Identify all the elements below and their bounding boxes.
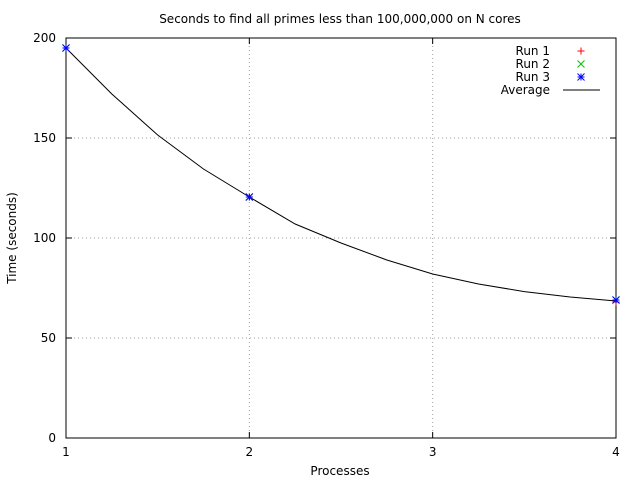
legend-swatch	[577, 73, 585, 81]
y-tick-label: 150	[33, 131, 56, 145]
legend-label: Average	[501, 83, 550, 97]
point-run-3	[245, 193, 254, 201]
legend-label: Run 3	[516, 70, 550, 84]
point-run-3	[612, 296, 620, 304]
x-tick-label: 1	[62, 445, 70, 459]
y-tick-label: 50	[41, 331, 56, 345]
point-run-3	[62, 44, 70, 52]
legend-swatch	[577, 60, 585, 68]
y-axis-label: Time (seconds)	[5, 192, 19, 285]
x-tick-label: 2	[246, 445, 254, 459]
axis-ticks: 0 50 100 150 200 1 2 3 4	[33, 31, 620, 459]
x-axis-label: Processes	[310, 464, 369, 478]
y-tick-label: 0	[48, 431, 56, 445]
y-tick-label: 100	[33, 231, 56, 245]
x-tick-label: 4	[612, 445, 620, 459]
average-curve	[65, 47, 617, 302]
grid	[66, 38, 616, 438]
chart-title: Seconds to find all primes less than 100…	[159, 12, 521, 26]
plot-frame	[65, 37, 617, 439]
y-tick-label: 200	[33, 31, 56, 45]
legend-swatch	[577, 47, 585, 55]
legend-label: Run 1	[516, 44, 550, 58]
legend-label: Run 2	[516, 57, 550, 71]
data-points	[62, 44, 620, 306]
x-tick-label: 3	[429, 445, 437, 459]
